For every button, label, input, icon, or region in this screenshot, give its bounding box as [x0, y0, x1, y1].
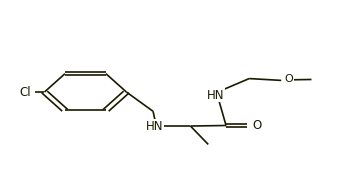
Text: HN: HN — [206, 89, 224, 102]
Text: O: O — [285, 75, 294, 84]
Text: HN: HN — [146, 120, 164, 132]
Text: Cl: Cl — [19, 86, 31, 98]
Text: O: O — [253, 119, 262, 132]
